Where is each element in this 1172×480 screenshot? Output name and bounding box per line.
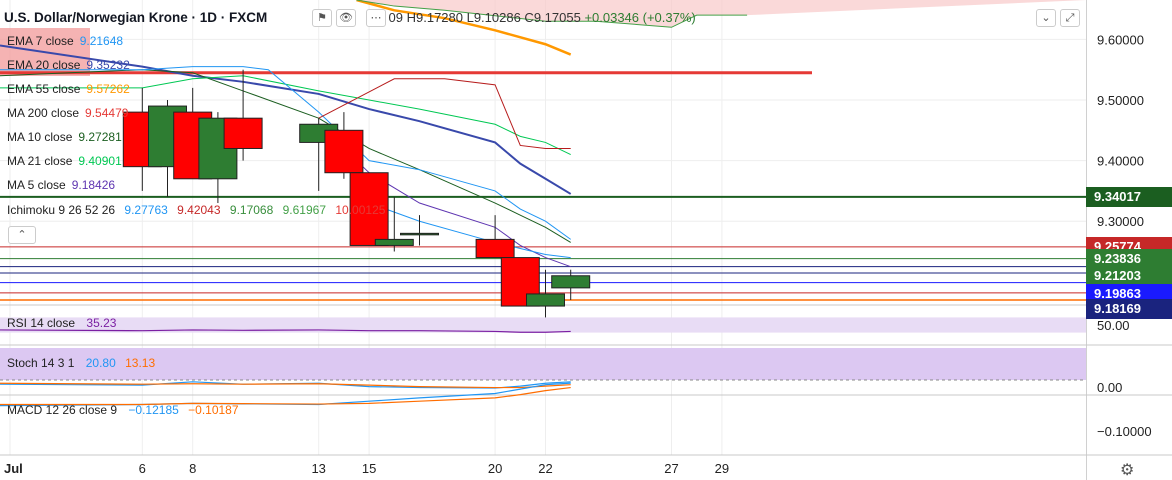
ichimoku-legend[interactable]: Ichimoku 9 26 52 26 9.27763 9.42043 9.17… [7,202,385,218]
change-value: +0.03346 (+0.37%) [584,10,696,25]
y-tick-label-2: 9.40000 [1097,154,1144,169]
price-tag-0: 9.34017 [1086,186,1172,207]
price-tag-2: 9.23836 [1086,248,1172,269]
ma-line-8 [356,0,748,28]
stoch-band [0,348,1086,380]
legend-label-2: EMA 55 close [7,82,81,96]
legend-row-2[interactable]: EMA 55 close 9.57262 [7,81,130,97]
macd-signal-value: −0.10187 [188,403,239,417]
macd-signal-line [0,386,571,406]
legend-value-2: 9.57262 [86,82,130,96]
ma-line-2 [0,69,571,243]
price-tag-4: 9.19863 [1086,283,1172,304]
symbol-title[interactable]: U.S. Dollar/Norwegian Krone · 1D · FXCM [4,10,268,25]
candle-body-7 [349,172,389,246]
macd-label: MACD 12 26 close 9 [7,403,118,417]
legend-label-0: EMA 7 close [7,34,74,48]
more-icon[interactable]: ⋯ [366,9,386,27]
stoch-k-line [0,381,571,389]
legend-row-6[interactable]: MA 5 close 9.18426 [7,177,115,193]
chart-header: U.S. Dollar/Norwegian Krone · 1D · FXCM … [4,8,696,28]
legend-value-0: 9.21648 [79,34,124,48]
macd-axis-tick: −0.10000 [1097,424,1152,439]
legend-row-1[interactable]: EMA 20 close 9.35232 [7,57,130,73]
ma-line-1 [356,0,572,56]
ichimoku-value-1: 9.27763 [124,203,168,217]
candle-body-11 [500,257,540,307]
x-tick-label-3: 13 [311,461,325,476]
candle-body-4 [223,117,263,149]
stoch-d-value: 13.13 [125,356,156,370]
x-tick-label-4: 15 [362,461,376,476]
stoch-label: Stoch 14 3 1 [7,356,75,370]
candle-body-8 [374,238,414,246]
candle-body-10 [475,238,515,259]
collapse-legend-button[interactable]: ⌃ [8,226,36,244]
macd-value: −0.12185 [128,403,179,417]
ichimoku-value-3: 9.17068 [229,203,274,217]
legend-label-4: MA 10 close [7,130,73,144]
rsi-axis-tick: 50.00 [1097,318,1130,333]
ma-line-3 [0,75,571,155]
x-tick-label-0: Jul [4,461,23,476]
flag-icon[interactable]: ⚑ [312,9,332,27]
x-tick-label-7: 27 [664,461,678,476]
price-tag-3: 9.21203 [1086,265,1172,286]
eye-icon[interactable]: 👁 [336,9,356,27]
ichimoku-value-4: 9.61967 [282,203,327,217]
legend-label-3: MA 200 close [7,106,80,120]
x-tick-label-6: 22 [538,461,552,476]
chevron-down-icon[interactable]: ⌄ [1036,9,1056,27]
x-tick-label-1: 6 [139,461,146,476]
candle-body-13 [551,275,591,289]
rsi-value: 35.23 [86,316,117,330]
stoch-axis-tick: 0.00 [1097,380,1123,395]
rsi-band [0,317,1086,333]
maximize-icon[interactable]: ⤢ [1060,9,1080,27]
y-tick-label-1: 9.50000 [1097,93,1144,108]
y-tick-label-0: 9.60000 [1097,32,1144,47]
ohlc-values: 09 H9.17280 L9.10286 C9.17055 [388,10,581,25]
stoch-k-value: 20.80 [85,356,116,370]
legend-value-1: 9.35232 [86,58,130,72]
rsi-line [0,329,571,333]
candle-body-12 [526,293,565,307]
rsi-label: RSI 14 close [7,316,76,330]
legend-label-6: MA 5 close [7,178,66,192]
ichimoku-label: Ichimoku 9 26 52 26 [7,203,116,217]
settings-gear-icon[interactable]: ⚙ [1120,462,1135,479]
x-tick-label-2: 8 [189,461,196,476]
ma-line-0 [0,44,572,195]
price-tag-5: 9.18169 [1086,298,1172,319]
legend-row-5[interactable]: MA 21 close 9.40901 [7,153,122,169]
legend-row-0[interactable]: EMA 7 close 9.21648 [7,33,123,49]
legend-value-5: 9.40901 [78,154,122,168]
legend-label-1: EMA 20 close [7,58,81,72]
legend-value-4: 9.27281 [78,130,122,144]
macd-legend[interactable]: MACD 12 26 close 9 −0.12185 −0.10187 [7,403,239,417]
ichimoku-value-2: 9.42043 [177,203,221,217]
candle-body-9 [400,232,439,236]
ichimoku-value-5: 10.00125 [335,203,386,217]
x-tick-label-5: 20 [488,461,502,476]
stoch-legend[interactable]: Stoch 14 3 1 20.80 13.13 [7,356,155,370]
candle-body-6 [324,129,364,174]
legend-label-5: MA 21 close [7,154,73,168]
legend-row-4[interactable]: MA 10 close 9.27281 [7,129,122,145]
x-tick-label-8: 29 [715,461,729,476]
y-tick-label-3: 9.30000 [1097,214,1144,229]
legend-value-3: 9.54479 [85,106,129,120]
ma-line-7 [318,78,571,149]
legend-value-6: 9.18426 [71,178,116,192]
rsi-legend[interactable]: RSI 14 close 35.23 [7,316,116,330]
legend-row-3[interactable]: MA 200 close 9.54479 [7,105,128,121]
